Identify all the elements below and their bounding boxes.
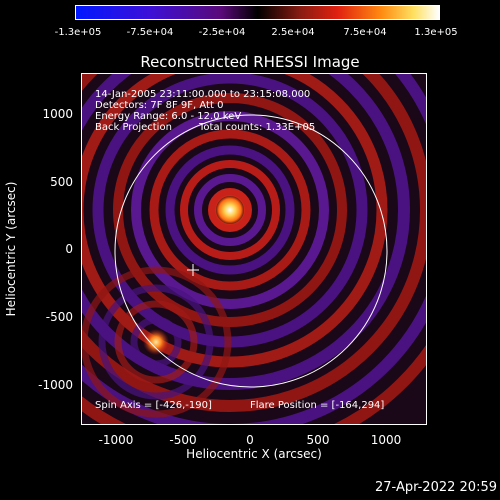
y-tick-label: 0	[65, 242, 73, 256]
spin-axis-marker	[187, 264, 199, 276]
x-tick-label: 1000	[370, 433, 402, 447]
secondary-source	[143, 329, 169, 355]
solar-limb	[114, 114, 388, 388]
colorbar-tick: 7.5e+04	[343, 27, 387, 38]
x-tick-label: -1000	[98, 433, 134, 447]
y-tick-label: -500	[45, 310, 73, 324]
energy-annotation: Energy Range: 6.0 - 12.0 keV	[95, 111, 242, 122]
colorbar-tick: 2.5e+04	[271, 27, 315, 38]
colorbar-tick: -7.5e+04	[126, 27, 174, 38]
x-tick-label: 0	[246, 433, 254, 447]
y-tick-label: -1000	[38, 378, 73, 392]
x-tick-label: -500	[169, 433, 197, 447]
timestamp: 27-Apr-2022 20:59	[375, 480, 497, 495]
flare-position-annotation: Flare Position = [-164,294]	[250, 400, 385, 411]
x-axis-label: Heliocentric X (arcsec)	[186, 447, 322, 461]
y-tick-label: 1000	[42, 107, 73, 121]
y-axis-label: Heliocentric Y (arcsec)	[4, 181, 18, 317]
colorbar-tick: -1.3e+05	[54, 27, 102, 38]
y-tick-label: 500	[50, 175, 73, 189]
main-source	[214, 194, 246, 226]
counts-annotation: Total counts: 1.33E+05	[199, 122, 316, 133]
colorbar-tick: -2.5e+04	[198, 27, 246, 38]
rhessi-image	[82, 74, 426, 424]
colorbar-tick: 1.3e+05	[414, 27, 458, 38]
detectors-annotation: Detectors: 7F 8F 9F, Att 0	[95, 100, 224, 111]
time-annotation: 14-Jan-2005 23:11:00.000 to 23:15:08.000	[95, 89, 311, 100]
colorbar	[75, 5, 440, 20]
plot-title: Reconstructed RHESSI Image	[140, 53, 360, 71]
method-annotation: Back Projection	[95, 122, 172, 133]
x-tick-label: 500	[306, 433, 330, 447]
image-plot: 14-Jan-2005 23:11:00.000 to 23:15:08.000…	[81, 73, 427, 425]
secondary-fringes	[82, 266, 232, 418]
spin-axis-annotation: Spin Axis = [-426,-190]	[95, 400, 212, 411]
